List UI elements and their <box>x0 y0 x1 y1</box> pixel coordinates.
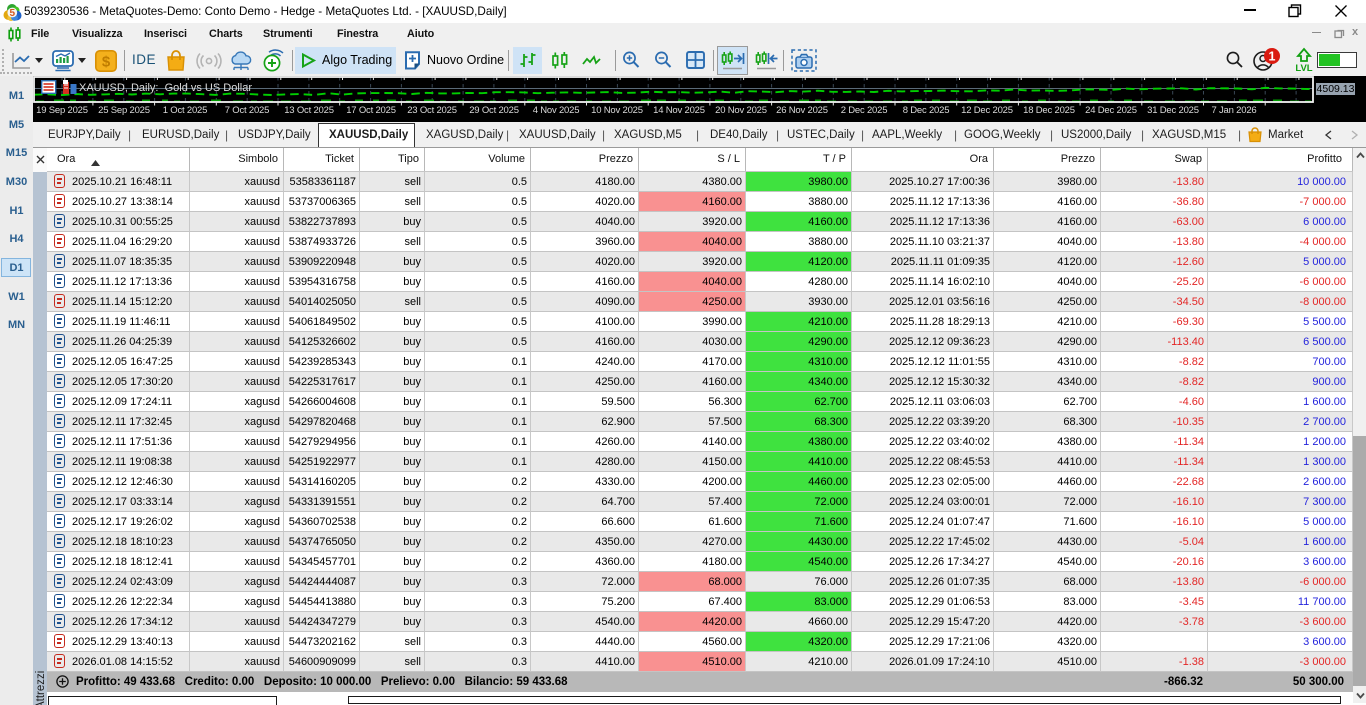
svg-text:5: 5 <box>10 8 16 19</box>
svg-text:Attrezzi: Attrezzi <box>35 671 47 705</box>
svg-text:$: $ <box>102 54 111 71</box>
svg-text:1: 1 <box>1269 49 1276 63</box>
svg-text:LVL: LVL <box>1295 63 1312 74</box>
